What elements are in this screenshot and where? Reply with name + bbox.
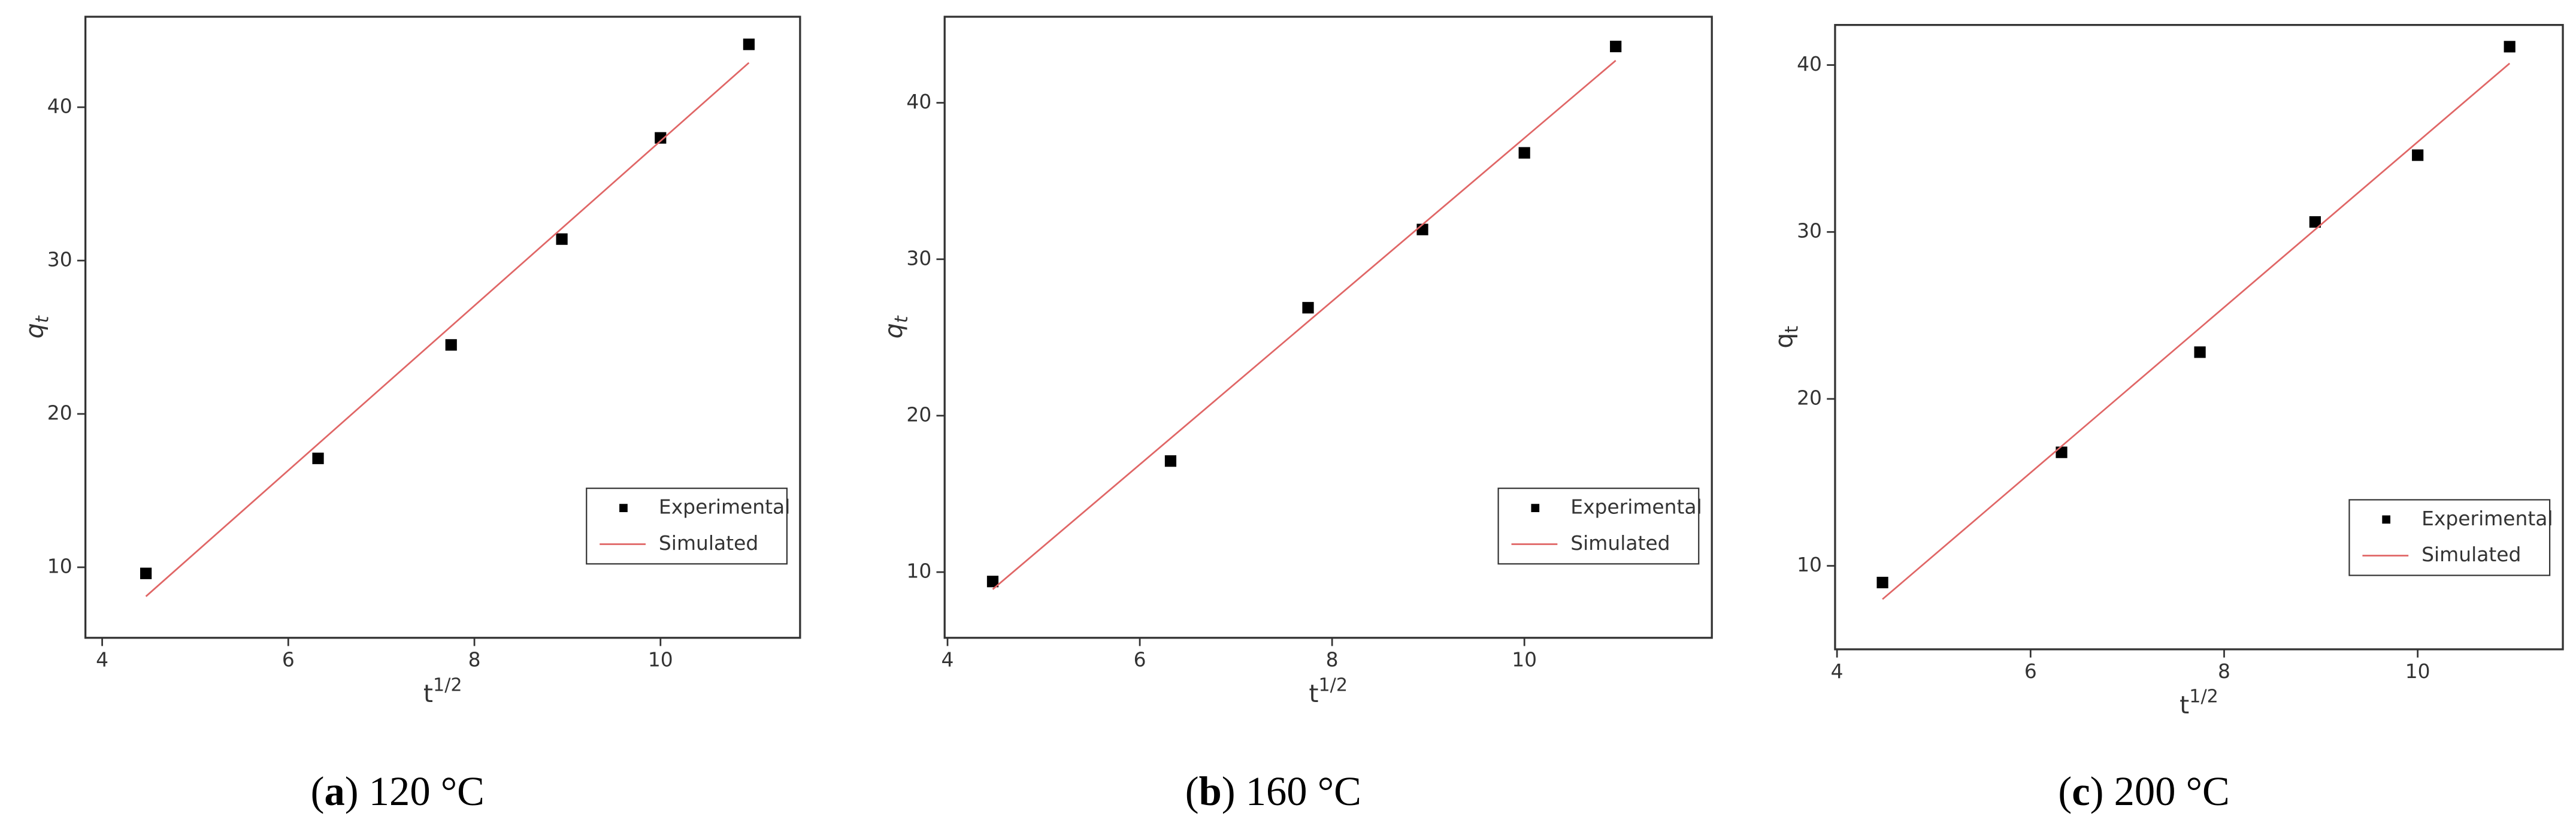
- legend-box: [1497, 488, 1700, 565]
- data-point: [312, 452, 324, 464]
- fit-line: [145, 62, 750, 597]
- x-tick-label: 6: [1134, 648, 1146, 671]
- legend-marker: [619, 504, 628, 512]
- x-tick-label: 10: [648, 648, 673, 671]
- x-label-base: t: [1309, 679, 1318, 708]
- data-point: [1164, 455, 1177, 467]
- caption-text: ) 120 °C: [345, 769, 485, 814]
- y-label-base: q: [20, 323, 49, 338]
- y-label-sub: t: [32, 315, 53, 323]
- caption-paren: (: [2058, 769, 2072, 814]
- caption-letter: a: [325, 769, 345, 814]
- caption-letter: c: [2072, 769, 2090, 814]
- legend-label: Experimental: [2421, 507, 2553, 530]
- caption-paren: (: [311, 769, 325, 814]
- legend-marker: [1531, 504, 1540, 512]
- y-tick-label: 40: [1797, 52, 1822, 75]
- legend-box: [586, 488, 788, 565]
- data-point: [1610, 40, 1622, 53]
- legend-marker: [2382, 515, 2391, 524]
- x-tick-label: 4: [96, 648, 108, 671]
- x-tick-label: 6: [2024, 659, 2037, 683]
- y-tick-label: 40: [906, 90, 931, 113]
- data-point: [140, 567, 152, 579]
- data-point: [2412, 149, 2424, 161]
- caption: (b) 160 °C: [1185, 769, 1361, 814]
- x-tick-label: 8: [2218, 659, 2230, 683]
- data-point: [2309, 216, 2321, 228]
- legend-box: [2348, 499, 2551, 576]
- y-tick-label: 20: [1797, 386, 1822, 409]
- y-tick-label: 30: [1797, 219, 1822, 243]
- legend-label: Simulated: [659, 531, 758, 555]
- legend-label: Experimental: [659, 495, 790, 519]
- data-point: [1518, 147, 1530, 159]
- data-point: [743, 38, 755, 50]
- y-tick-label: 10: [1797, 553, 1822, 576]
- caption-text: ) 200 °C: [2090, 769, 2230, 814]
- y-tick-label: 10: [906, 559, 931, 583]
- data-point: [445, 339, 457, 351]
- x-label-sup: 1/2: [2189, 686, 2218, 707]
- plot-frame: [943, 16, 1713, 639]
- data-point: [2056, 446, 2068, 458]
- y-tick-label: 30: [906, 246, 931, 270]
- y-label-sub: t: [891, 315, 912, 323]
- y-tick-label: 10: [47, 555, 72, 578]
- y-label-sub: t: [1781, 326, 1802, 333]
- y-label-base: q: [1770, 333, 1799, 349]
- x-label-sup: 1/2: [433, 674, 462, 695]
- y-axis-label: qt: [1770, 326, 1802, 349]
- x-tick-label: 4: [1831, 659, 1844, 683]
- legend-label: Simulated: [2421, 543, 2521, 566]
- x-label-base: t: [423, 679, 433, 708]
- x-axis-label: t1/2: [2180, 686, 2218, 719]
- x-tick-label: 6: [282, 648, 295, 671]
- x-axis-label: t1/2: [1309, 674, 1348, 708]
- y-axis-label: qt: [879, 315, 912, 338]
- caption-paren: (: [1185, 769, 1199, 814]
- x-tick-label: 10: [1512, 648, 1537, 671]
- data-point: [1876, 576, 1888, 589]
- data-point: [556, 233, 568, 245]
- y-tick-label: 20: [906, 403, 931, 426]
- x-tick-label: 8: [468, 648, 481, 671]
- caption: (a) 120 °C: [311, 769, 485, 814]
- caption: (c) 200 °C: [2058, 769, 2229, 814]
- data-point: [2504, 41, 2516, 53]
- data-point: [1302, 302, 1314, 314]
- y-axis-label: qt: [20, 315, 52, 338]
- x-tick-label: 10: [2405, 659, 2430, 683]
- data-point: [2194, 346, 2206, 358]
- caption-letter: b: [1199, 769, 1222, 814]
- data-point: [986, 576, 999, 588]
- data-point: [655, 132, 667, 144]
- plot-frame: [84, 16, 801, 639]
- plot-frame: [1834, 24, 2564, 651]
- fit-line: [1882, 62, 2511, 600]
- y-tick-label: 30: [47, 248, 72, 271]
- x-tick-label: 4: [942, 648, 954, 671]
- fit-line: [992, 60, 1617, 590]
- x-tick-label: 8: [1326, 648, 1339, 671]
- x-label-sup: 1/2: [1318, 674, 1348, 695]
- y-tick-label: 40: [47, 95, 72, 118]
- caption-text: ) 160 °C: [1222, 769, 1361, 814]
- y-label-base: q: [879, 323, 908, 338]
- x-axis-label: t1/2: [423, 674, 462, 708]
- legend-label: Experimental: [1570, 495, 1702, 519]
- x-label-base: t: [2180, 691, 2189, 719]
- legend-label: Simulated: [1570, 531, 1670, 555]
- y-tick-label: 20: [47, 401, 72, 425]
